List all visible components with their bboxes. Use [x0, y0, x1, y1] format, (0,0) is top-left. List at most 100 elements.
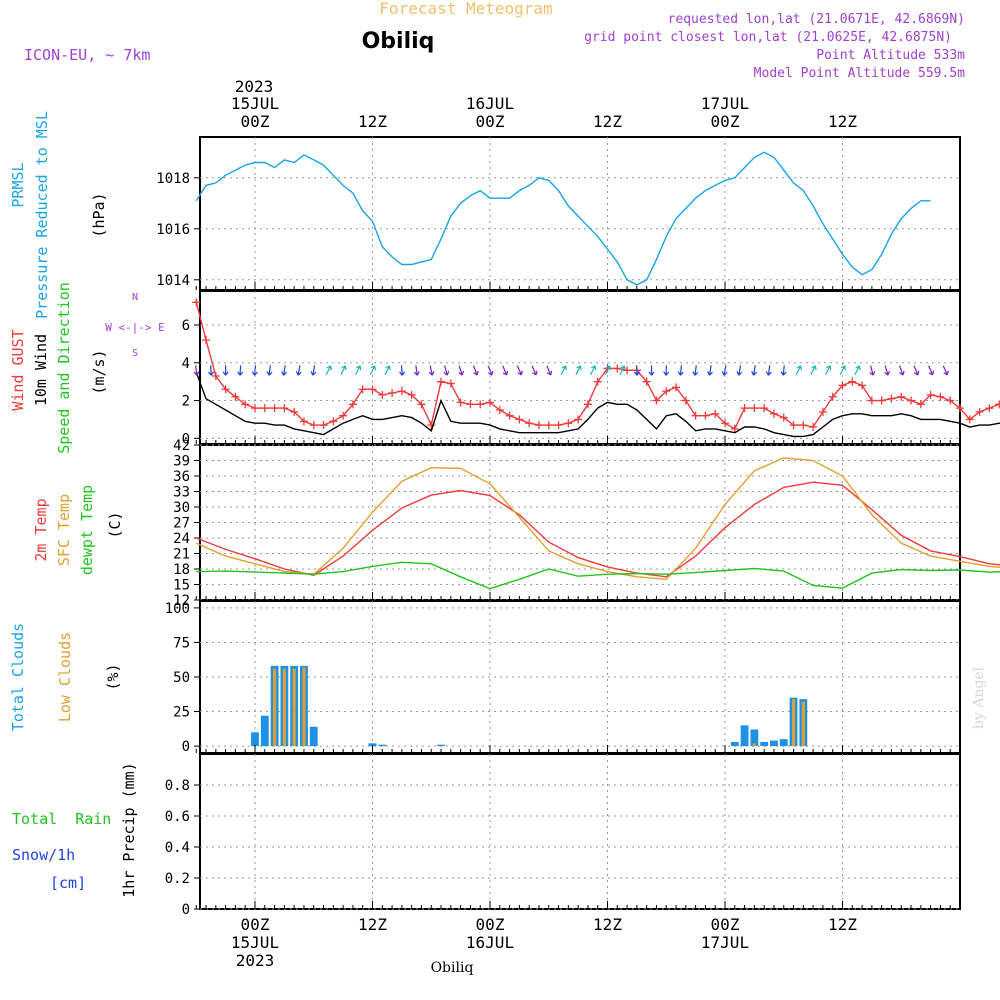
- series-dewpt-temp: [196, 561, 1000, 590]
- gust-marker: [348, 400, 357, 409]
- wind-arrow: [384, 365, 391, 376]
- gust-marker: [740, 404, 749, 413]
- bar-total-clouds: [740, 725, 749, 747]
- bottom-day-label: 15JUL: [231, 933, 279, 952]
- wind-rose: W <-|-> E: [105, 321, 165, 334]
- bar-low-clouds: [292, 668, 296, 747]
- wind-arrow: [663, 365, 670, 376]
- gust-marker: [544, 421, 553, 430]
- pressure-unit: (hPa): [90, 192, 108, 237]
- bar-total-clouds: [730, 741, 739, 747]
- gust-marker: [339, 411, 348, 420]
- top-day-label: 16JUL: [466, 94, 514, 113]
- gust-marker: [534, 421, 543, 430]
- wind-arrow: [472, 365, 479, 376]
- panels: 1014101610180246121518212427303336394202…: [156, 136, 1000, 918]
- top-hour-label: 12Z: [358, 112, 387, 131]
- gust-marker: [848, 377, 857, 386]
- gust-marker: [290, 407, 299, 416]
- gust-marker: [260, 404, 269, 413]
- wind-arrow: [487, 365, 494, 376]
- gust-marker: [877, 396, 886, 405]
- wind-arrow: [575, 365, 582, 376]
- gust-marker: [642, 377, 651, 386]
- gust-marker: [368, 385, 377, 394]
- gust-marker: [241, 400, 250, 409]
- gust-marker: [779, 413, 788, 422]
- gust-marker: [985, 404, 994, 413]
- gust-marker: [701, 411, 710, 420]
- bar-total-clouds: [378, 744, 387, 747]
- gust-marker: [358, 385, 367, 394]
- wind-rose-north: N: [132, 292, 138, 303]
- point-altitude: Point Altitude 533m: [816, 48, 965, 63]
- wind-arrow: [222, 365, 229, 376]
- y-tick-label: 2: [182, 394, 190, 410]
- precip-labels: Total Rain Snow/1h [cm] 1hr Precip (mm): [12, 762, 138, 897]
- y-tick-label: 50: [173, 670, 190, 686]
- gust-marker: [711, 409, 720, 418]
- top-day-label: 15JUL: [231, 94, 279, 113]
- y-tick-label: 1014: [156, 273, 190, 289]
- y-tick-label: 6: [182, 318, 190, 334]
- gust-marker: [270, 404, 279, 413]
- wind-arrow: [560, 365, 567, 376]
- gust-marker: [818, 407, 827, 416]
- gust-marker: [564, 419, 573, 428]
- gust-marker: [613, 364, 622, 373]
- bar-total-clouds: [309, 726, 318, 747]
- wind-arrow: [355, 365, 362, 376]
- y-tick-label: 100: [165, 601, 190, 617]
- wind-arrow: [634, 365, 640, 376]
- cloud-unit: (%): [104, 663, 122, 690]
- wind-arrow: [795, 365, 802, 376]
- gust-marker: [652, 396, 661, 405]
- wind-arrow: [692, 365, 699, 376]
- panel-1: 0 2 4 6: [182, 290, 1000, 447]
- wind-arrow: [531, 365, 538, 376]
- y-tick-label: 0.6: [165, 809, 190, 825]
- series-sfc-temp: [196, 457, 1000, 581]
- wind-labels: Wind GUST 10m Wind Speed and Direction (…: [9, 282, 165, 454]
- wind-arrow: [765, 365, 772, 376]
- gust-marker: [593, 377, 602, 386]
- low-cloud-label: Low Clouds: [56, 632, 74, 722]
- wind-arrow: [237, 365, 244, 376]
- gust-marker: [192, 298, 201, 307]
- gust-marker: [721, 419, 729, 428]
- y-tick-label: 0: [182, 431, 190, 447]
- gust-marker: [789, 421, 798, 430]
- wind-arrow: [751, 365, 758, 376]
- bar-low-clouds: [302, 667, 306, 747]
- gust-marker: [926, 390, 935, 399]
- gust-marker: [251, 404, 259, 413]
- pressure-label-1: PRMSL: [9, 162, 27, 207]
- wind-arrow: [854, 365, 861, 376]
- y-tick-label: 75: [173, 635, 190, 651]
- precip-unit: 1hr Precip (mm): [120, 762, 138, 897]
- gust-marker: [417, 400, 426, 409]
- wind-arrow: [399, 365, 405, 376]
- y-tick-label: 0.2: [165, 871, 190, 887]
- gust-marker: [525, 419, 534, 428]
- gust-marker: [760, 404, 769, 413]
- wind-arrow: [369, 365, 377, 376]
- y-tick-label: 24: [173, 531, 190, 547]
- y-tick-label: 42: [173, 438, 190, 454]
- y-tick-label: 0: [182, 739, 190, 755]
- wind-label: 10m Wind: [32, 334, 50, 406]
- top-hour-label: 00Z: [711, 112, 740, 131]
- bar-total-clouds: [368, 743, 377, 747]
- gust-marker: [965, 415, 974, 424]
- gust-marker: [211, 372, 220, 380]
- gust-label: Wind GUST: [9, 329, 27, 410]
- top-day-label: 17JUL: [701, 94, 749, 113]
- gust-marker: [858, 381, 867, 390]
- gust-marker: [446, 379, 455, 388]
- y-tick-label: 0: [182, 902, 190, 918]
- panel-frame: [199, 753, 961, 910]
- gust-marker: [466, 400, 475, 409]
- gust-marker: [681, 396, 690, 405]
- gust-marker: [231, 392, 240, 401]
